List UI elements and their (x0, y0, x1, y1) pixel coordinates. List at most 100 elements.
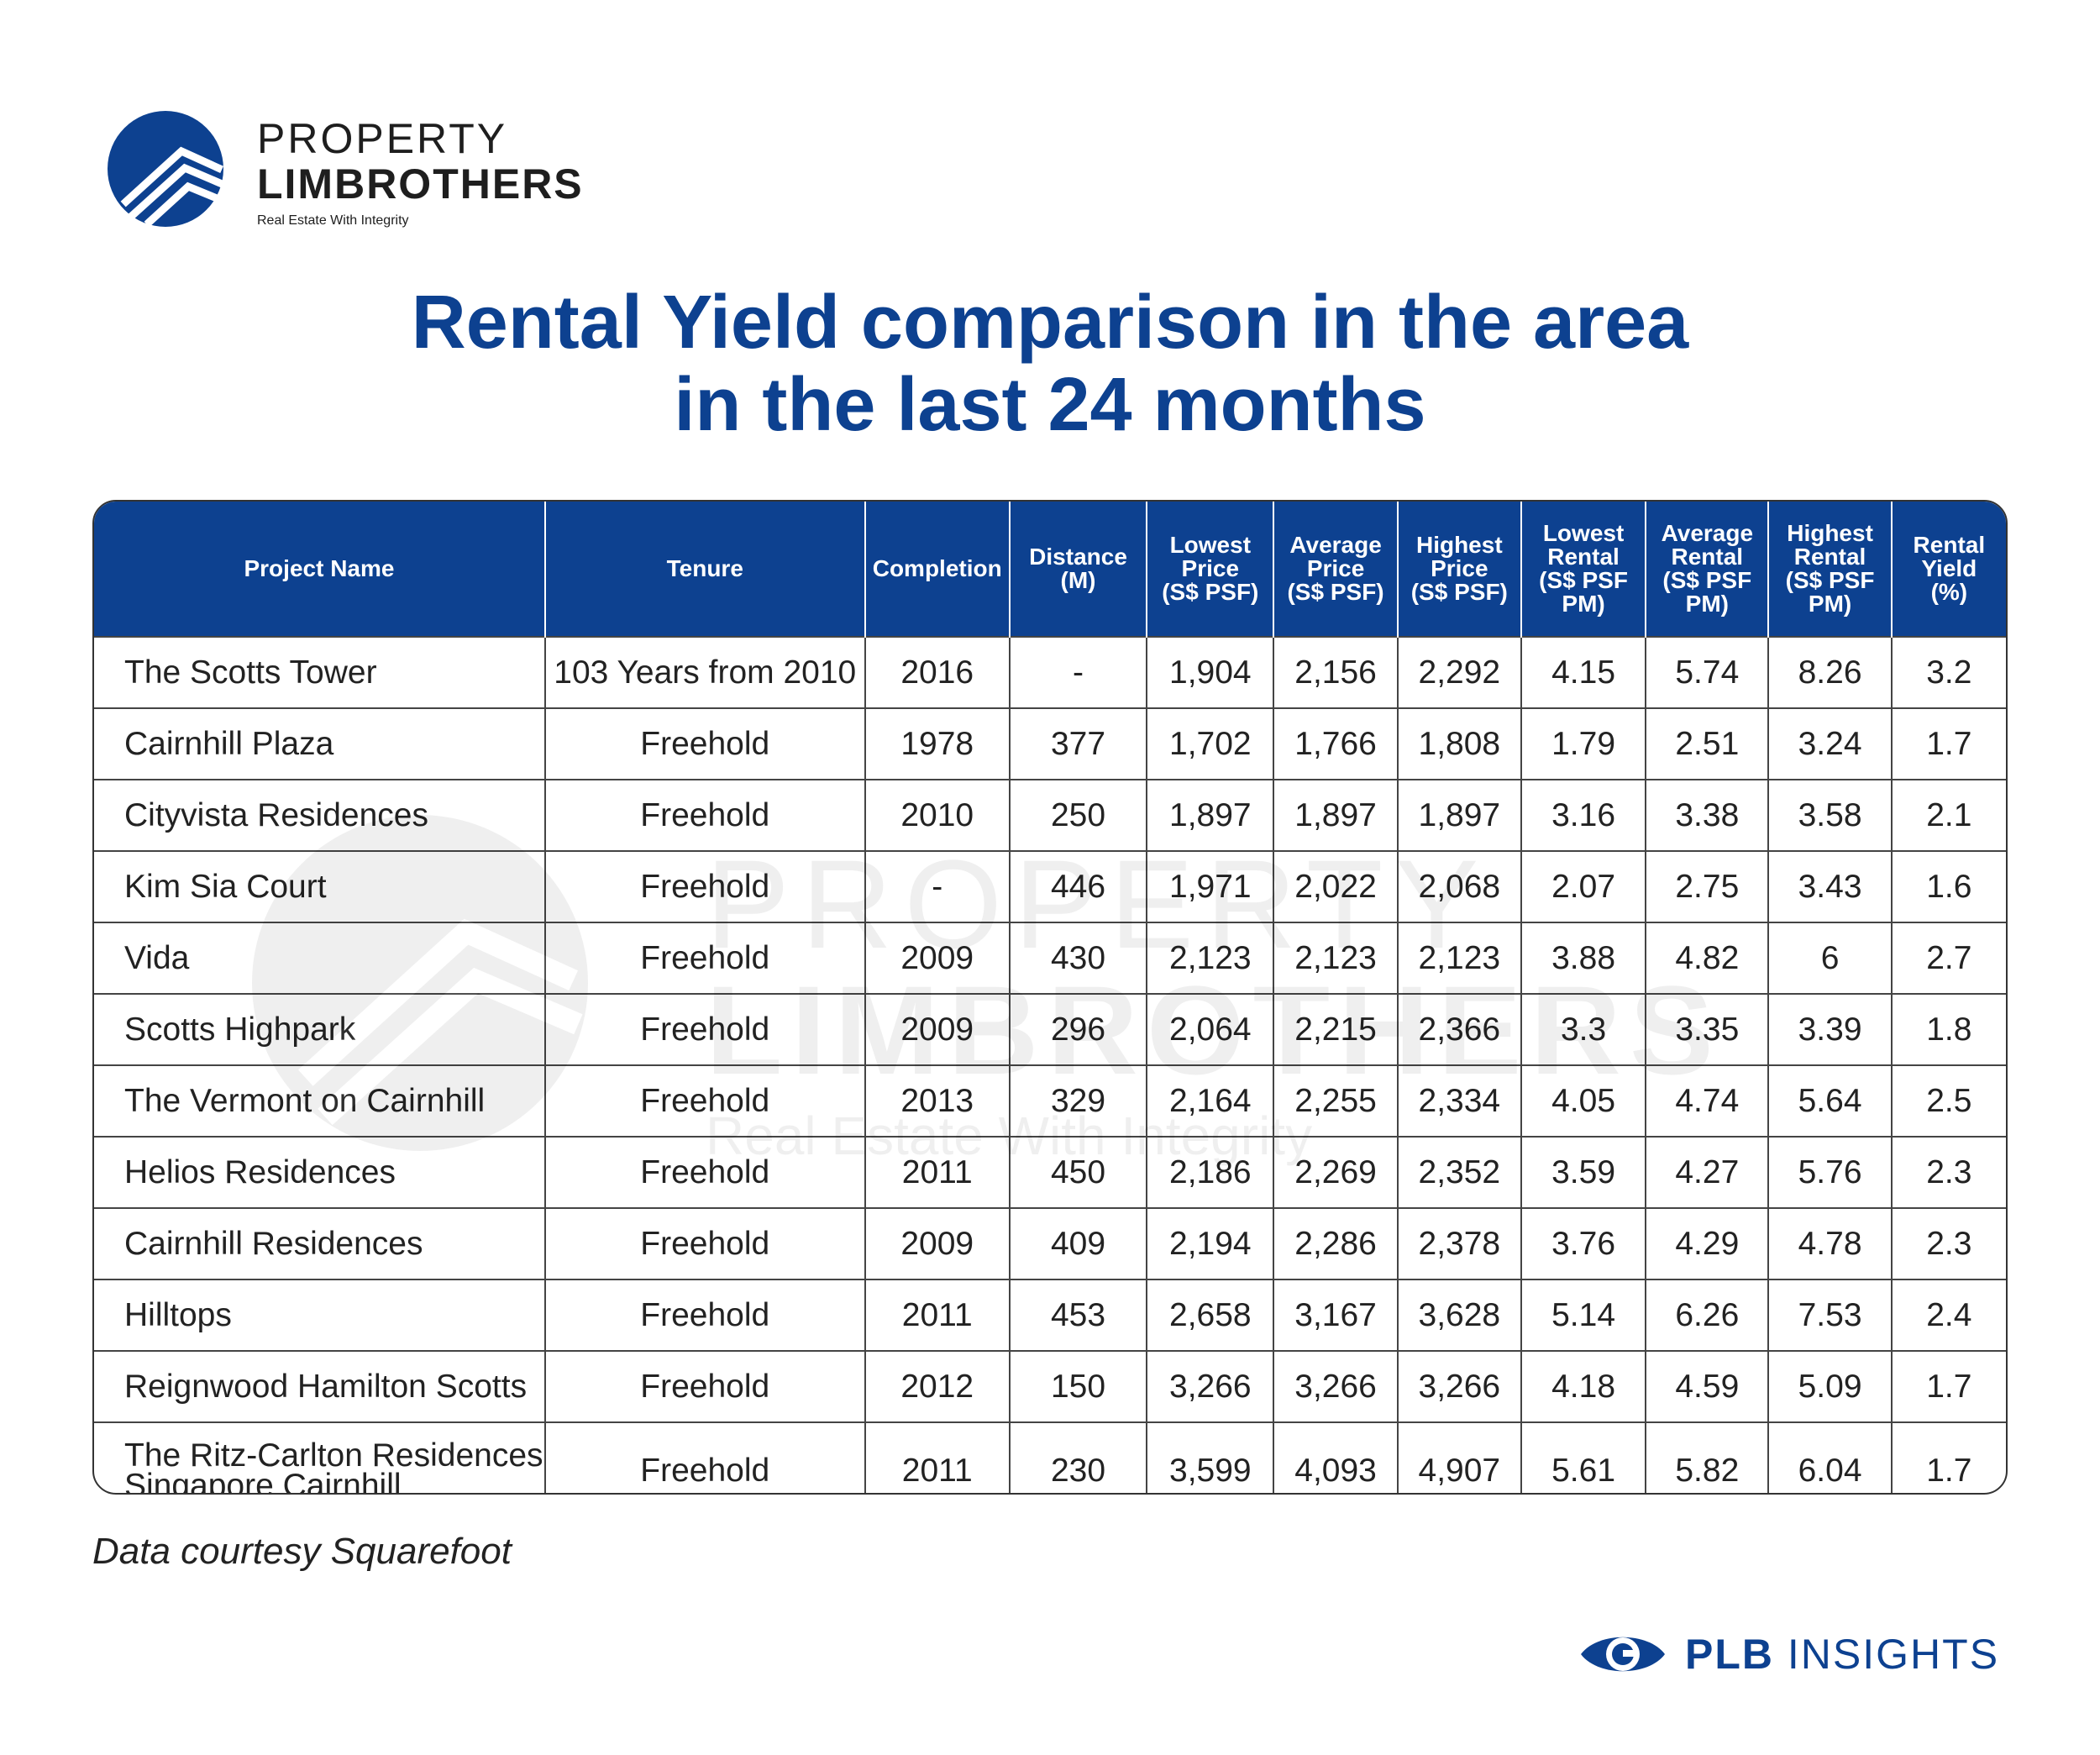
table-cell: 4.78 (1767, 1207, 1892, 1279)
table-cell: 1,897 (1273, 779, 1398, 851)
table-cell: 2,286 (1273, 1207, 1398, 1279)
column-header-line: Rental (1913, 532, 1986, 558)
project-name-cell: The Ritz-Carlton Residences Singapore Ca… (94, 1421, 545, 1493)
table-cell: 2011 (864, 1421, 1010, 1493)
table-cell: 1.7 (1890, 707, 2006, 780)
table-cell: 2016 (864, 636, 1010, 708)
table-row: Cityvista Residences Freehold 2010 250 1,897… (94, 779, 2006, 851)
table-cell: 3.59 (1520, 1136, 1646, 1208)
table-cell: 3.43 (1767, 850, 1892, 922)
table-cell: Freehold (543, 1421, 865, 1493)
table-cell: Freehold (543, 779, 865, 851)
table-cell: 4.59 (1645, 1350, 1769, 1422)
column-header-line: (M) (1060, 567, 1096, 593)
column-header-line: PM) (1562, 591, 1605, 617)
table-cell: 2,255 (1273, 1064, 1398, 1137)
table-cell: - (864, 850, 1010, 922)
table-cell: 1,702 (1146, 707, 1274, 780)
table-cell: 3,266 (1396, 1350, 1521, 1422)
table-cell: 2,194 (1146, 1207, 1274, 1279)
plb-label-bold: PLB (1685, 1631, 1774, 1678)
table-cell: 2009 (864, 993, 1010, 1065)
column-header-line: PM) (1808, 591, 1852, 617)
project-name-cell: Cityvista Residences (94, 779, 545, 851)
table-cell: 1.7 (1890, 1421, 2006, 1493)
table-cell: 4.15 (1520, 636, 1646, 708)
table-cell: 2013 (864, 1064, 1010, 1137)
table-cell: 2,658 (1146, 1279, 1274, 1351)
table-cell: 4.74 (1645, 1064, 1769, 1137)
rental-yield-table: Project Name Tenure Completion Distance (M) L… (92, 500, 2008, 1495)
table-cell: 3.35 (1645, 993, 1769, 1065)
table-cell: 2,292 (1396, 636, 1521, 708)
table-cell: 3,266 (1146, 1350, 1274, 1422)
table-cell: 4,093 (1273, 1421, 1398, 1493)
table-cell: 3.24 (1767, 707, 1892, 780)
table-cell: 3,266 (1273, 1350, 1398, 1422)
table-cell: 3.16 (1520, 779, 1646, 851)
table-cell: 1.7 (1890, 1350, 2006, 1422)
table-cell: Freehold (543, 1136, 865, 1208)
column-header-line: Price (1181, 555, 1240, 581)
table-row: Reignwood Hamilton Scotts Freehold 2012 150… (94, 1350, 2006, 1422)
table-cell: 230 (1008, 1421, 1147, 1493)
table-cell: 5.09 (1767, 1350, 1892, 1422)
column-header: Tenure (543, 502, 865, 637)
table-cell: 2011 (864, 1279, 1010, 1351)
column-header: Project Name (94, 502, 545, 637)
table-cell: 1,904 (1146, 636, 1274, 708)
table-cell: 409 (1008, 1207, 1147, 1279)
table-row: Cairnhill Plaza Freehold 1978 377 1,702 1,766… (94, 707, 2006, 780)
column-header: Completion (864, 502, 1010, 637)
project-name-cell: Reignwood Hamilton Scotts (94, 1350, 545, 1422)
project-name-cell: Hilltops (94, 1279, 545, 1351)
table-cell: 1,897 (1396, 779, 1521, 851)
column-header-line: Rental (1793, 544, 1866, 570)
brand-name-line2: LIMBROTHERS (257, 160, 584, 208)
table-cell: 446 (1008, 850, 1147, 922)
table-cell: 329 (1008, 1064, 1147, 1137)
table-cell: 250 (1008, 779, 1147, 851)
table-cell: 2.1 (1890, 779, 2006, 851)
page-title-line2: in the last 24 months (674, 363, 1426, 447)
table-cell: 1,766 (1273, 707, 1398, 780)
table-cell: 2009 (864, 1207, 1010, 1279)
plb-insights-label: PLB INSIGHTS (1685, 1630, 1999, 1679)
table-cell: Freehold (543, 1064, 865, 1137)
table-cell: 2010 (864, 779, 1010, 851)
table-row: Cairnhill Residences Freehold 2009 409 2,194… (94, 1207, 2006, 1279)
table-cell: 453 (1008, 1279, 1147, 1351)
table-cell: 2,123 (1146, 922, 1274, 994)
table-cell: 4.05 (1520, 1064, 1646, 1137)
table-cell: Freehold (543, 1350, 865, 1422)
brand-logo: PROPERTY LIMBROTHERS Real Estate With In… (108, 111, 612, 237)
plb-label-rest: INSIGHTS (1787, 1631, 2000, 1678)
project-name-cell: Cairnhill Plaza (94, 707, 545, 780)
column-header-line: Tenure (666, 555, 743, 581)
table-cell: 2.5 (1890, 1064, 2006, 1137)
table-row: The Vermont on Cairnhill Freehold 2013 329 2… (94, 1064, 2006, 1137)
table-cell: 3.58 (1767, 779, 1892, 851)
table-cell: Freehold (543, 1207, 865, 1279)
column-header-line: (%) (1930, 579, 1968, 605)
table-cell: Freehold (543, 1279, 865, 1351)
table-cell: 1978 (864, 707, 1010, 780)
table-cell: 2,334 (1396, 1064, 1521, 1137)
column-header-line: Average (1289, 532, 1382, 558)
table-cell: 6 (1767, 922, 1892, 994)
table-cell: 6.04 (1767, 1421, 1892, 1493)
column-header-line: Lowest (1169, 532, 1252, 558)
table-cell: 2,352 (1396, 1136, 1521, 1208)
column-header-line: Yield (1921, 555, 1977, 581)
table-cell: 2.3 (1890, 1136, 2006, 1208)
table-cell: 2,022 (1273, 850, 1398, 922)
table-cell: 2012 (864, 1350, 1010, 1422)
table-cell: 2,123 (1396, 922, 1521, 994)
table-header-row: Project Name Tenure Completion Distance (M) L… (94, 502, 2006, 637)
table-cell: Freehold (543, 850, 865, 922)
table-cell: 2.75 (1645, 850, 1769, 922)
table-cell: 4.29 (1645, 1207, 1769, 1279)
table-cell: 2.4 (1890, 1279, 2006, 1351)
project-name-cell: The Vermont on Cairnhill (94, 1064, 545, 1137)
column-header-line: Price (1431, 555, 1488, 581)
